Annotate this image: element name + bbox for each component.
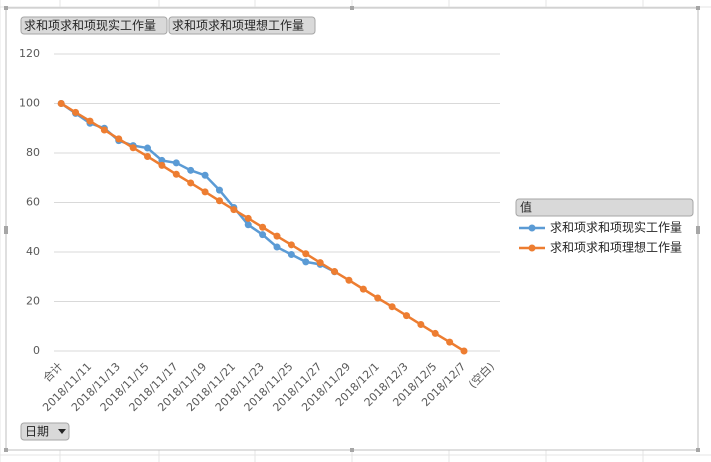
y-tick-label: 120 — [19, 47, 40, 60]
data-point — [72, 108, 80, 116]
data-point — [446, 338, 454, 346]
legend-label: 求和项求和项现实工作量 — [550, 220, 682, 235]
data-point — [273, 243, 281, 251]
data-point — [158, 156, 166, 164]
axis-field-button — [20, 422, 70, 441]
data-point — [259, 223, 267, 231]
y-tick-label: 60 — [26, 196, 40, 209]
legend-label: 求和项求和项理想工作量 — [550, 240, 682, 255]
data-point — [374, 294, 382, 302]
data-point — [345, 276, 353, 284]
data-point — [331, 268, 339, 276]
legend-title: 值 — [520, 200, 532, 215]
data-point — [144, 144, 152, 152]
field-button-label: 求和项求和项理想工作量 — [172, 18, 304, 33]
data-point — [273, 232, 281, 240]
data-point — [215, 197, 223, 205]
data-point — [460, 347, 468, 355]
data-point — [402, 312, 410, 320]
resize-handles — [4, 6, 700, 452]
data-point — [86, 117, 94, 125]
data-point — [287, 250, 295, 258]
y-tick-label: 100 — [19, 97, 40, 110]
data-point — [287, 241, 295, 249]
data-point — [57, 100, 65, 107]
data-point — [302, 250, 310, 258]
data-point — [215, 186, 223, 194]
dropdown-arrow — [58, 429, 66, 434]
legend-title-box — [515, 198, 694, 217]
data-point — [187, 179, 195, 187]
axis-field-label: 日期 — [25, 425, 49, 439]
legend-marker — [528, 224, 536, 232]
data-point — [201, 188, 209, 196]
y-tick-label: 0 — [33, 344, 40, 357]
data-point — [100, 126, 108, 134]
data-point — [187, 166, 195, 174]
data-point — [244, 221, 252, 229]
data-point — [172, 159, 180, 167]
field-button — [20, 16, 168, 35]
data-point — [158, 161, 166, 169]
data-point — [129, 144, 137, 152]
legend-marker — [528, 244, 536, 252]
data-point — [259, 231, 267, 239]
data-point — [302, 258, 310, 266]
data-point — [316, 259, 324, 267]
data-point — [359, 285, 367, 293]
data-point — [417, 321, 425, 329]
y-tick-label: 80 — [26, 146, 40, 159]
data-point — [201, 171, 209, 179]
data-point — [172, 170, 180, 178]
data-point — [230, 206, 238, 214]
field-button — [168, 16, 316, 35]
y-tick-label: 20 — [26, 295, 40, 308]
y-tick-label: 40 — [26, 245, 40, 258]
data-point — [388, 303, 396, 311]
data-point — [115, 135, 123, 143]
data-point — [431, 329, 439, 337]
data-point — [144, 152, 152, 160]
field-button-label: 求和项求和项现实工作量 — [24, 18, 156, 33]
data-point — [244, 214, 252, 222]
